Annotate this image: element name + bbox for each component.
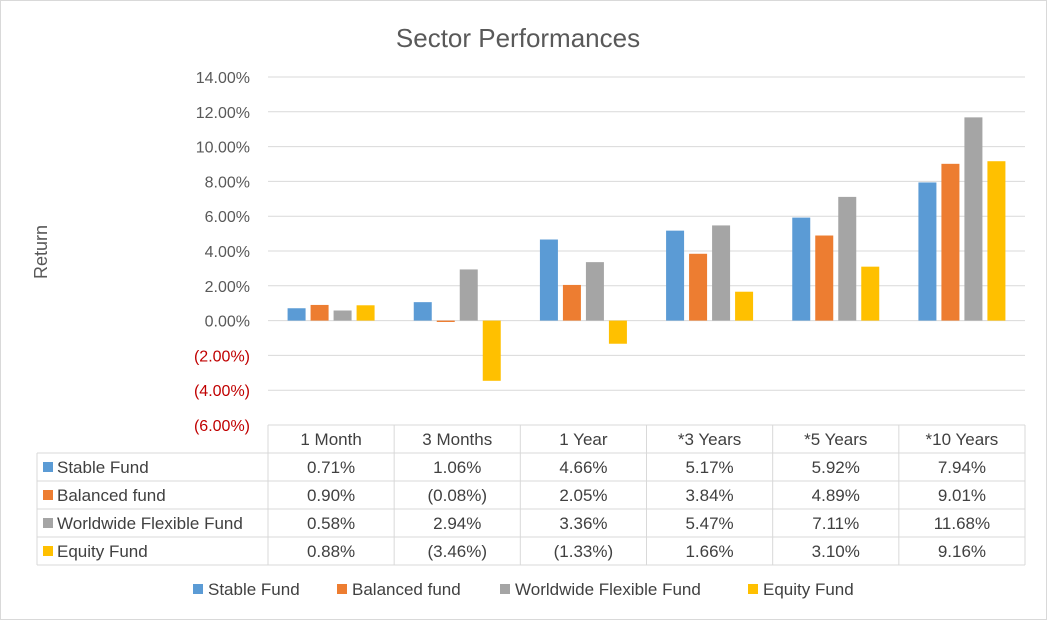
table-cell: 5.17% [685,458,733,477]
y-tick-label: (2.00%) [194,348,250,365]
legend-swatch [500,584,510,594]
category-label: 1 Month [300,430,361,449]
table-cell: 9.01% [938,486,986,505]
category-label: *10 Years [926,430,999,449]
bar [413,302,432,321]
table-series-name: Equity Fund [57,542,148,561]
bar [964,117,983,321]
table-cell: 2.05% [559,486,607,505]
category-label: *3 Years [678,430,741,449]
bar [287,308,306,321]
table-cell: 5.92% [812,458,860,477]
table-cell: 3.10% [812,542,860,561]
table-cell: 1.06% [433,458,481,477]
legend-label: Balanced fund [352,580,461,599]
table-cell: (1.33%) [554,542,614,561]
legend-label: Worldwide Flexible Fund [515,580,701,599]
bar [333,310,352,321]
table-cell: 0.88% [307,542,355,561]
table-series-name: Stable Fund [57,458,149,477]
table-legend-key [43,462,53,472]
bar [689,253,708,321]
bar [838,196,857,321]
y-tick-label: 10.00% [196,140,250,157]
bar [436,320,455,322]
table-cell: 7.11% [812,514,859,533]
table-cell: 9.16% [938,542,986,561]
bar [585,262,604,321]
chart-title: Sector Performances [396,23,640,53]
bar [712,225,731,321]
bar [987,161,1006,321]
table-cell: 0.90% [307,486,355,505]
legend-label: Equity Fund [763,580,854,599]
table-cell: 3.84% [685,486,733,505]
table-cell: 3.36% [559,514,607,533]
bar [482,320,501,381]
bar [608,320,627,344]
table-cell: 0.58% [307,514,355,533]
table-cell: 4.66% [559,458,607,477]
table-cell: 0.71% [307,458,355,477]
bar [861,266,880,321]
bar [539,239,558,321]
bar [310,304,329,321]
bar [356,305,375,321]
y-tick-label: (6.00%) [194,418,250,435]
table-legend-key [43,518,53,528]
legend-swatch [193,584,203,594]
y-tick-label: 8.00% [205,174,250,191]
legend-swatch [337,584,347,594]
legend-swatch [748,584,758,594]
bar [459,269,478,321]
bar [815,235,834,321]
bar [941,163,960,321]
table-cell: 2.94% [433,514,481,533]
y-tick-label: 14.00% [196,70,250,87]
table-legend-key [43,490,53,500]
table-cell: (3.46%) [427,542,487,561]
category-label: 3 Months [422,430,492,449]
y-tick-label: 2.00% [205,279,250,296]
table-legend-key [43,546,53,556]
table-series-name: Balanced fund [57,486,166,505]
category-label: 1 Year [559,430,608,449]
y-tick-label: 4.00% [205,244,250,261]
table-cell: 7.94% [938,458,986,477]
bar [666,230,685,321]
table-cell: 5.47% [685,514,733,533]
table-cell: 4.89% [812,486,860,505]
table-cell: (0.08%) [427,486,487,505]
y-tick-label: 12.00% [196,105,250,122]
bar [735,291,754,321]
table-cell: 1.66% [685,542,733,561]
bar [918,182,937,321]
legend-label: Stable Fund [208,580,300,599]
y-axis-label: Return [31,225,51,279]
bar [792,217,811,321]
y-tick-label: (4.00%) [194,383,250,400]
table-cell: 11.68% [934,514,990,533]
table-series-name: Worldwide Flexible Fund [57,514,243,533]
category-label: *5 Years [804,430,867,449]
bar [562,284,581,321]
y-tick-label: 6.00% [205,209,250,226]
y-tick-label: 0.00% [205,314,250,331]
